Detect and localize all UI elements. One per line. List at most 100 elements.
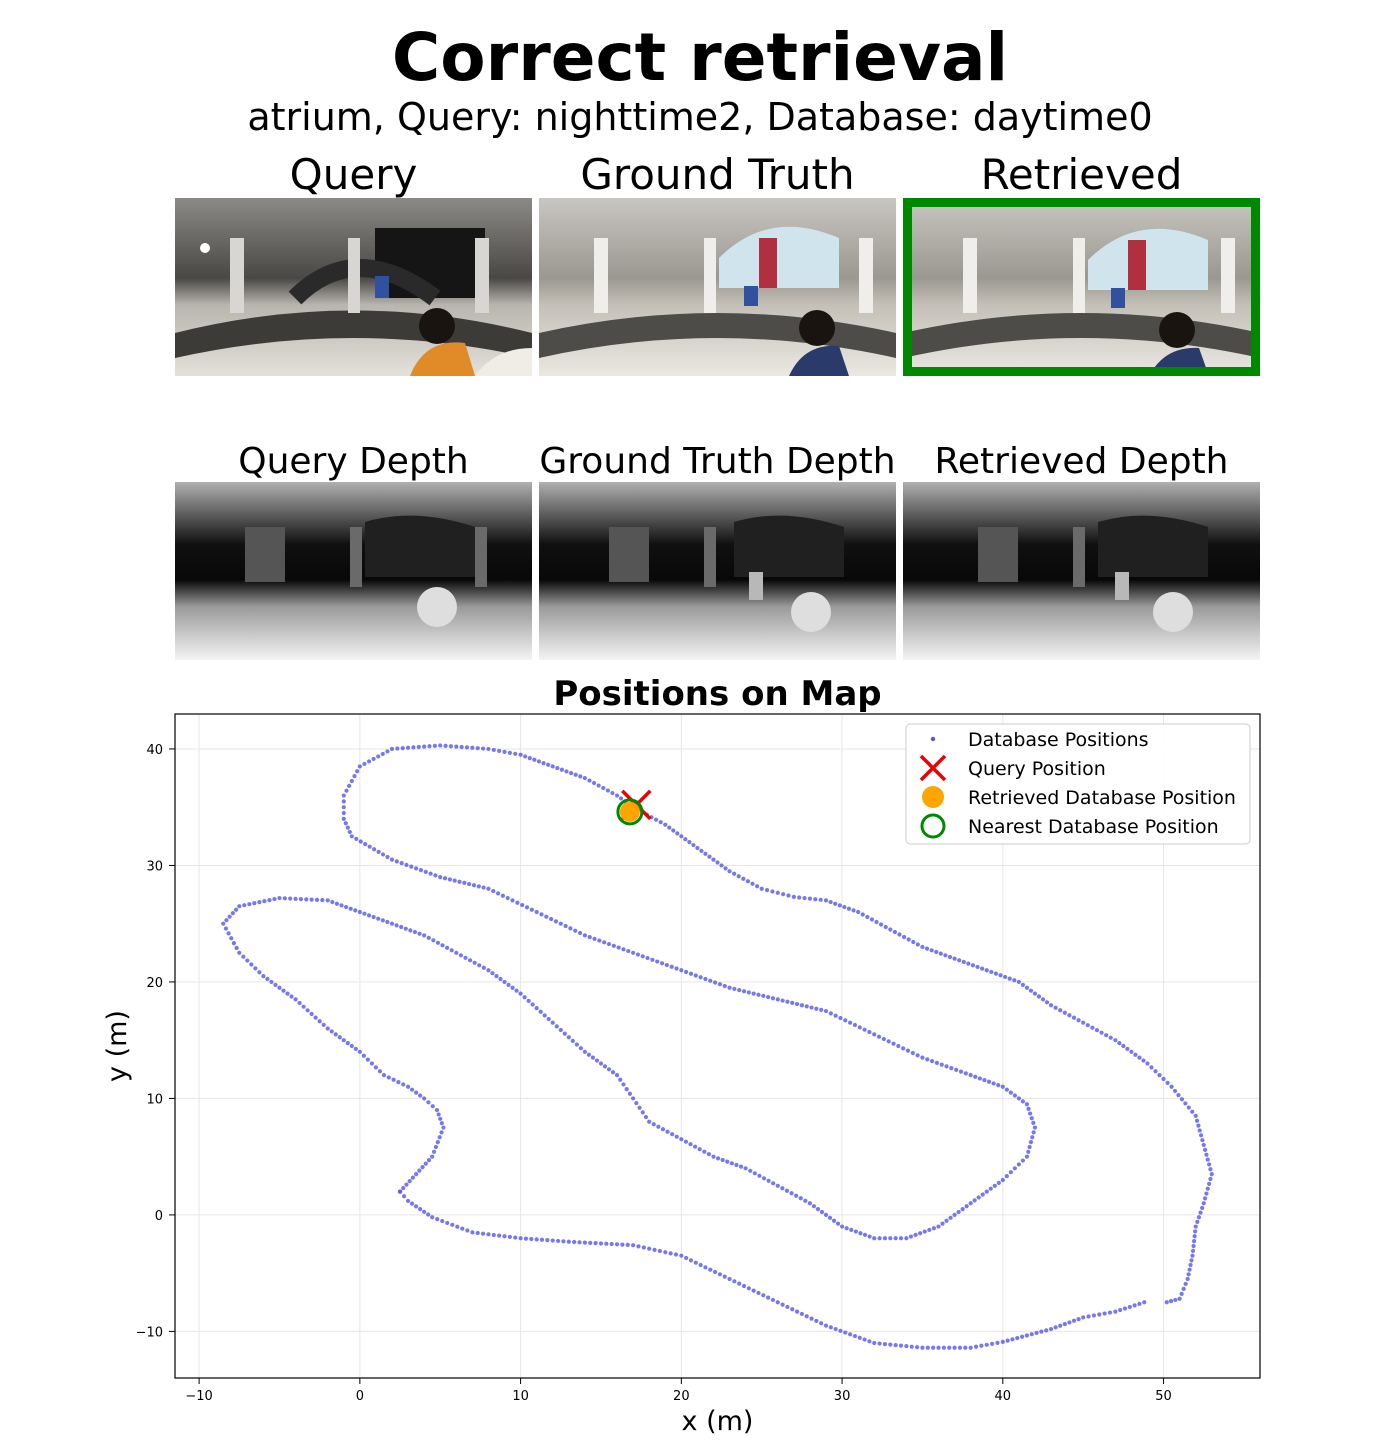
database-position-point	[707, 854, 712, 859]
database-position-point	[407, 1179, 412, 1184]
database-position-point	[828, 1011, 833, 1016]
database-position-point	[614, 1242, 620, 1247]
database-position-point	[1039, 1329, 1044, 1334]
database-position-point	[1090, 1025, 1095, 1030]
database-position-point	[1183, 1101, 1188, 1106]
database-position-point	[621, 947, 626, 952]
database-position-point	[804, 1314, 809, 1319]
database-position-point	[1127, 1304, 1132, 1310]
database-position-point	[1026, 1106, 1031, 1112]
database-position-point	[1125, 1046, 1130, 1052]
database-position-point	[1168, 1299, 1174, 1304]
database-position-point	[480, 1231, 486, 1236]
database-position-point	[960, 1206, 965, 1212]
database-position-point	[257, 970, 262, 975]
database-position-point	[828, 1325, 833, 1330]
database-position-point	[237, 904, 242, 909]
database-position-point	[371, 756, 376, 762]
database-position-point	[1020, 982, 1026, 987]
database-position-point	[1032, 1125, 1038, 1130]
database-position-point	[330, 899, 335, 905]
database-position-point	[1028, 988, 1034, 993]
query-depth-panel-title: Query Depth	[238, 441, 469, 482]
database-position-point	[545, 1238, 550, 1243]
database-position-point	[304, 897, 309, 902]
database-position-point	[732, 986, 737, 992]
database-position-point	[578, 774, 583, 779]
database-position-point	[843, 1018, 848, 1023]
legend-nearest-swatch	[920, 813, 946, 839]
database-position-point	[417, 931, 422, 936]
database-position-point	[601, 785, 606, 791]
database-position-point	[1198, 1210, 1203, 1215]
database-position-point	[471, 883, 477, 888]
database-position-point	[872, 1236, 877, 1241]
database-position-point	[475, 746, 480, 751]
database-position-point	[1208, 1176, 1213, 1182]
database-position-point	[334, 901, 339, 906]
database-position-point	[671, 828, 676, 833]
database-position-point	[1028, 1111, 1033, 1116]
database-position-point	[365, 1057, 370, 1062]
database-position-point	[1122, 1306, 1128, 1311]
database-position-point	[530, 1002, 535, 1007]
database-position-point	[989, 969, 994, 975]
database-position-point	[298, 896, 304, 902]
database-position-point	[756, 1290, 761, 1296]
database-position-point	[305, 1008, 310, 1013]
database-position-point	[973, 1344, 979, 1349]
database-position-point	[823, 898, 829, 903]
database-position-point	[363, 841, 368, 847]
database-position-point	[317, 1019, 322, 1024]
database-position-point	[759, 886, 764, 891]
database-position-point	[814, 1318, 819, 1324]
database-position-point	[426, 1100, 431, 1105]
database-position-point	[669, 964, 674, 969]
database-position-point	[897, 932, 902, 937]
database-position-point	[794, 1001, 800, 1007]
database-position-point	[699, 848, 704, 853]
database-position-point	[745, 879, 751, 884]
database-position-point	[377, 1069, 383, 1074]
database-position-point	[445, 1220, 450, 1226]
database-position-point	[550, 1238, 555, 1243]
database-position-point	[664, 962, 669, 968]
database-position-point	[738, 1164, 744, 1169]
database-position-point	[1044, 1000, 1050, 1005]
database-position-point	[867, 1339, 872, 1344]
database-position-point	[563, 923, 568, 929]
database-position-point	[1029, 1332, 1034, 1337]
figure-subtitle: atrium, Query: nighttime2, Database: day…	[247, 95, 1153, 139]
database-position-point	[1206, 1181, 1212, 1186]
database-position-point	[1026, 1149, 1031, 1154]
database-position-point	[539, 912, 544, 917]
database-position-point	[968, 1345, 973, 1350]
database-position-point	[802, 895, 807, 901]
database-position-point	[514, 988, 519, 993]
database-position-point	[1067, 1013, 1072, 1018]
database-position-point	[711, 1154, 716, 1159]
database-position-point	[269, 979, 274, 985]
database-position-point	[936, 1345, 941, 1350]
database-position-point	[1201, 1142, 1206, 1148]
database-position-point	[422, 744, 427, 749]
database-position-point	[582, 933, 587, 938]
database-position-point	[341, 1038, 346, 1043]
database-position-point	[262, 899, 267, 904]
database-position-point	[1183, 1281, 1188, 1287]
database-position-point	[430, 1104, 435, 1109]
database-position-point	[434, 1107, 440, 1113]
database-position-point	[1108, 1035, 1113, 1040]
database-position-point	[910, 1050, 915, 1056]
database-position-point	[766, 1178, 771, 1183]
database-position-point	[984, 968, 989, 973]
database-position-point	[449, 948, 454, 953]
database-position-point	[507, 750, 512, 755]
database-position-point	[837, 903, 842, 908]
database-position-point	[586, 1052, 592, 1057]
database-position-point	[1189, 1258, 1194, 1263]
database-position-point	[430, 1215, 435, 1220]
database-position-point	[376, 754, 381, 759]
database-position-point	[497, 1233, 502, 1238]
database-position-point	[732, 1279, 737, 1284]
